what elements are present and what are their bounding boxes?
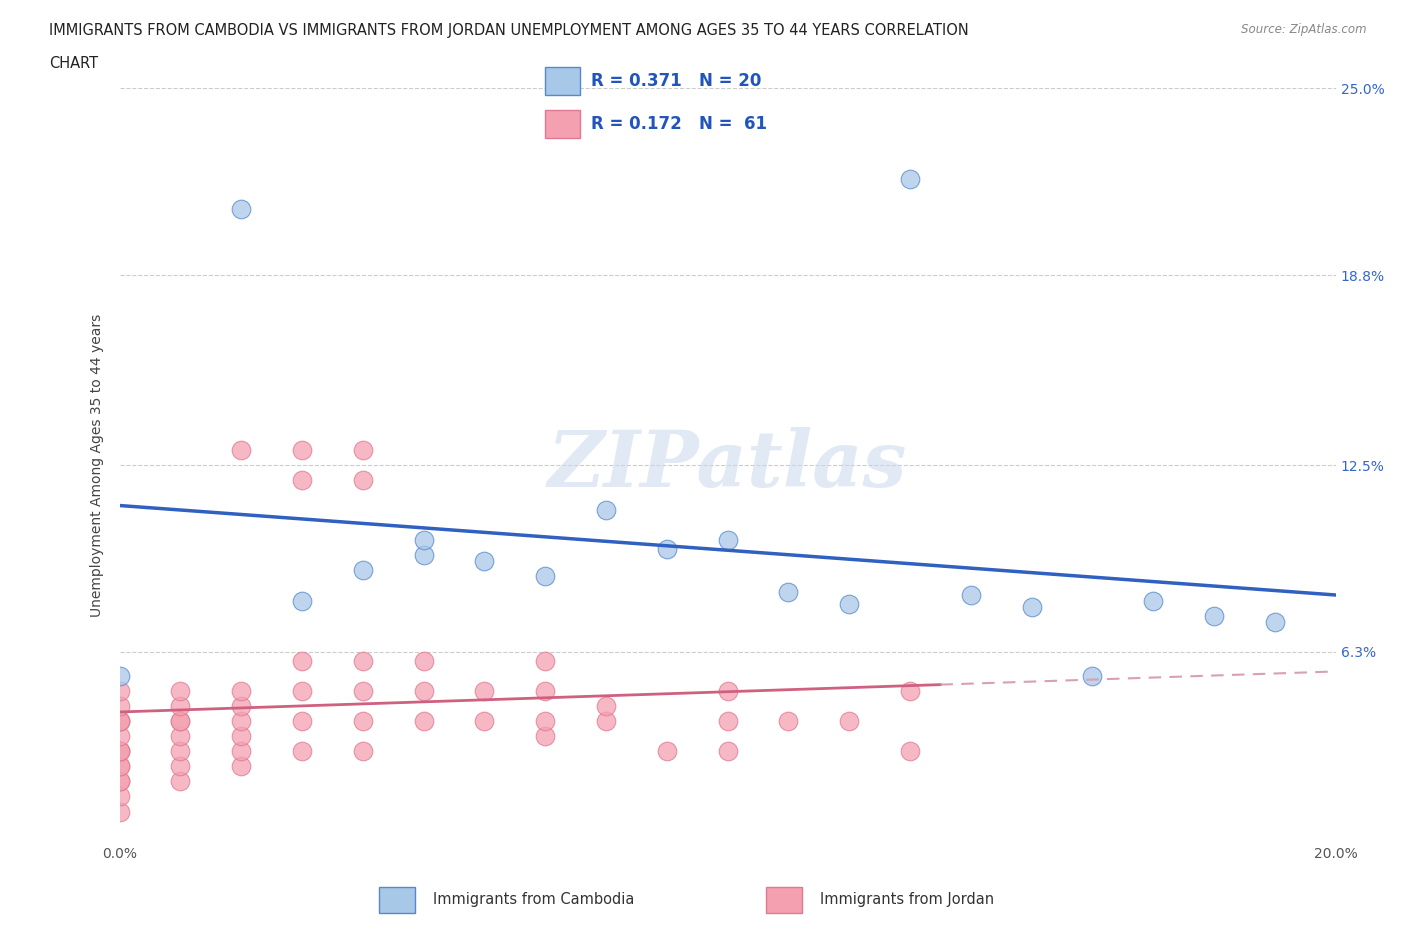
Point (534, 569, 557, 584)
Point (1021, 599, 1043, 614)
Point (412, 548, 434, 563)
Point (291, 593, 314, 608)
Point (169, 729, 191, 744)
Text: Immigrants from Cambodia: Immigrants from Cambodia (433, 892, 634, 908)
Point (231, 744, 253, 759)
Point (108, 713, 131, 728)
Point (534, 713, 557, 728)
Text: Source: ZipAtlas.com: Source: ZipAtlas.com (1241, 23, 1367, 36)
Point (534, 684, 557, 698)
Text: R = 0.172   N =  61: R = 0.172 N = 61 (591, 114, 766, 133)
Text: ZIPatlas: ZIPatlas (548, 427, 907, 503)
Point (169, 744, 191, 759)
FancyBboxPatch shape (380, 887, 415, 912)
Point (108, 774, 131, 789)
Point (108, 669, 131, 684)
Point (717, 744, 740, 759)
Point (595, 713, 617, 728)
Point (1081, 669, 1104, 684)
Point (412, 684, 434, 698)
Point (108, 713, 131, 728)
Point (108, 759, 131, 774)
Point (291, 744, 314, 759)
Point (1142, 593, 1164, 608)
Point (717, 713, 740, 728)
Point (108, 713, 131, 728)
Point (169, 698, 191, 713)
Point (717, 684, 740, 698)
Point (352, 472, 374, 487)
Point (352, 684, 374, 698)
Point (534, 654, 557, 669)
Point (169, 713, 191, 728)
Y-axis label: Unemployment Among Ages 35 to 44 years: Unemployment Among Ages 35 to 44 years (90, 313, 104, 617)
Point (291, 443, 314, 458)
Point (231, 713, 253, 728)
Point (352, 744, 374, 759)
Point (472, 684, 496, 698)
Point (898, 171, 921, 186)
Text: R = 0.371   N = 20: R = 0.371 N = 20 (591, 72, 761, 90)
Point (169, 774, 191, 789)
Point (231, 684, 253, 698)
Point (291, 472, 314, 487)
FancyBboxPatch shape (544, 67, 581, 95)
Point (1204, 608, 1226, 623)
Point (108, 744, 131, 759)
Point (108, 774, 131, 789)
Point (169, 684, 191, 698)
Point (778, 584, 800, 599)
Point (352, 443, 374, 458)
Point (291, 654, 314, 669)
Point (169, 713, 191, 728)
Point (108, 684, 131, 698)
Point (231, 729, 253, 744)
Point (655, 542, 678, 557)
Point (412, 533, 434, 548)
Point (231, 202, 253, 217)
Point (108, 789, 131, 804)
Point (898, 684, 921, 698)
Point (352, 654, 374, 669)
Point (352, 563, 374, 578)
Text: CHART: CHART (49, 56, 98, 71)
Point (108, 744, 131, 759)
FancyBboxPatch shape (544, 110, 581, 138)
Point (231, 443, 253, 458)
Point (291, 713, 314, 728)
Point (838, 713, 860, 728)
Point (655, 744, 678, 759)
Text: IMMIGRANTS FROM CAMBODIA VS IMMIGRANTS FROM JORDAN UNEMPLOYMENT AMONG AGES 35 TO: IMMIGRANTS FROM CAMBODIA VS IMMIGRANTS F… (49, 23, 969, 38)
Text: Immigrants from Jordan: Immigrants from Jordan (820, 892, 994, 908)
Point (595, 503, 617, 518)
Point (717, 533, 740, 548)
Point (898, 744, 921, 759)
Point (108, 759, 131, 774)
FancyBboxPatch shape (766, 887, 801, 912)
Point (108, 744, 131, 759)
Point (960, 587, 983, 602)
Point (472, 554, 496, 569)
Point (534, 729, 557, 744)
Point (352, 713, 374, 728)
Point (412, 654, 434, 669)
Point (169, 759, 191, 774)
Point (778, 713, 800, 728)
Point (838, 596, 860, 611)
Point (595, 698, 617, 713)
Point (291, 684, 314, 698)
Point (108, 698, 131, 713)
Point (108, 729, 131, 744)
Point (231, 759, 253, 774)
Point (472, 713, 496, 728)
Point (108, 804, 131, 819)
Point (231, 698, 253, 713)
Point (412, 713, 434, 728)
Point (1264, 614, 1286, 629)
